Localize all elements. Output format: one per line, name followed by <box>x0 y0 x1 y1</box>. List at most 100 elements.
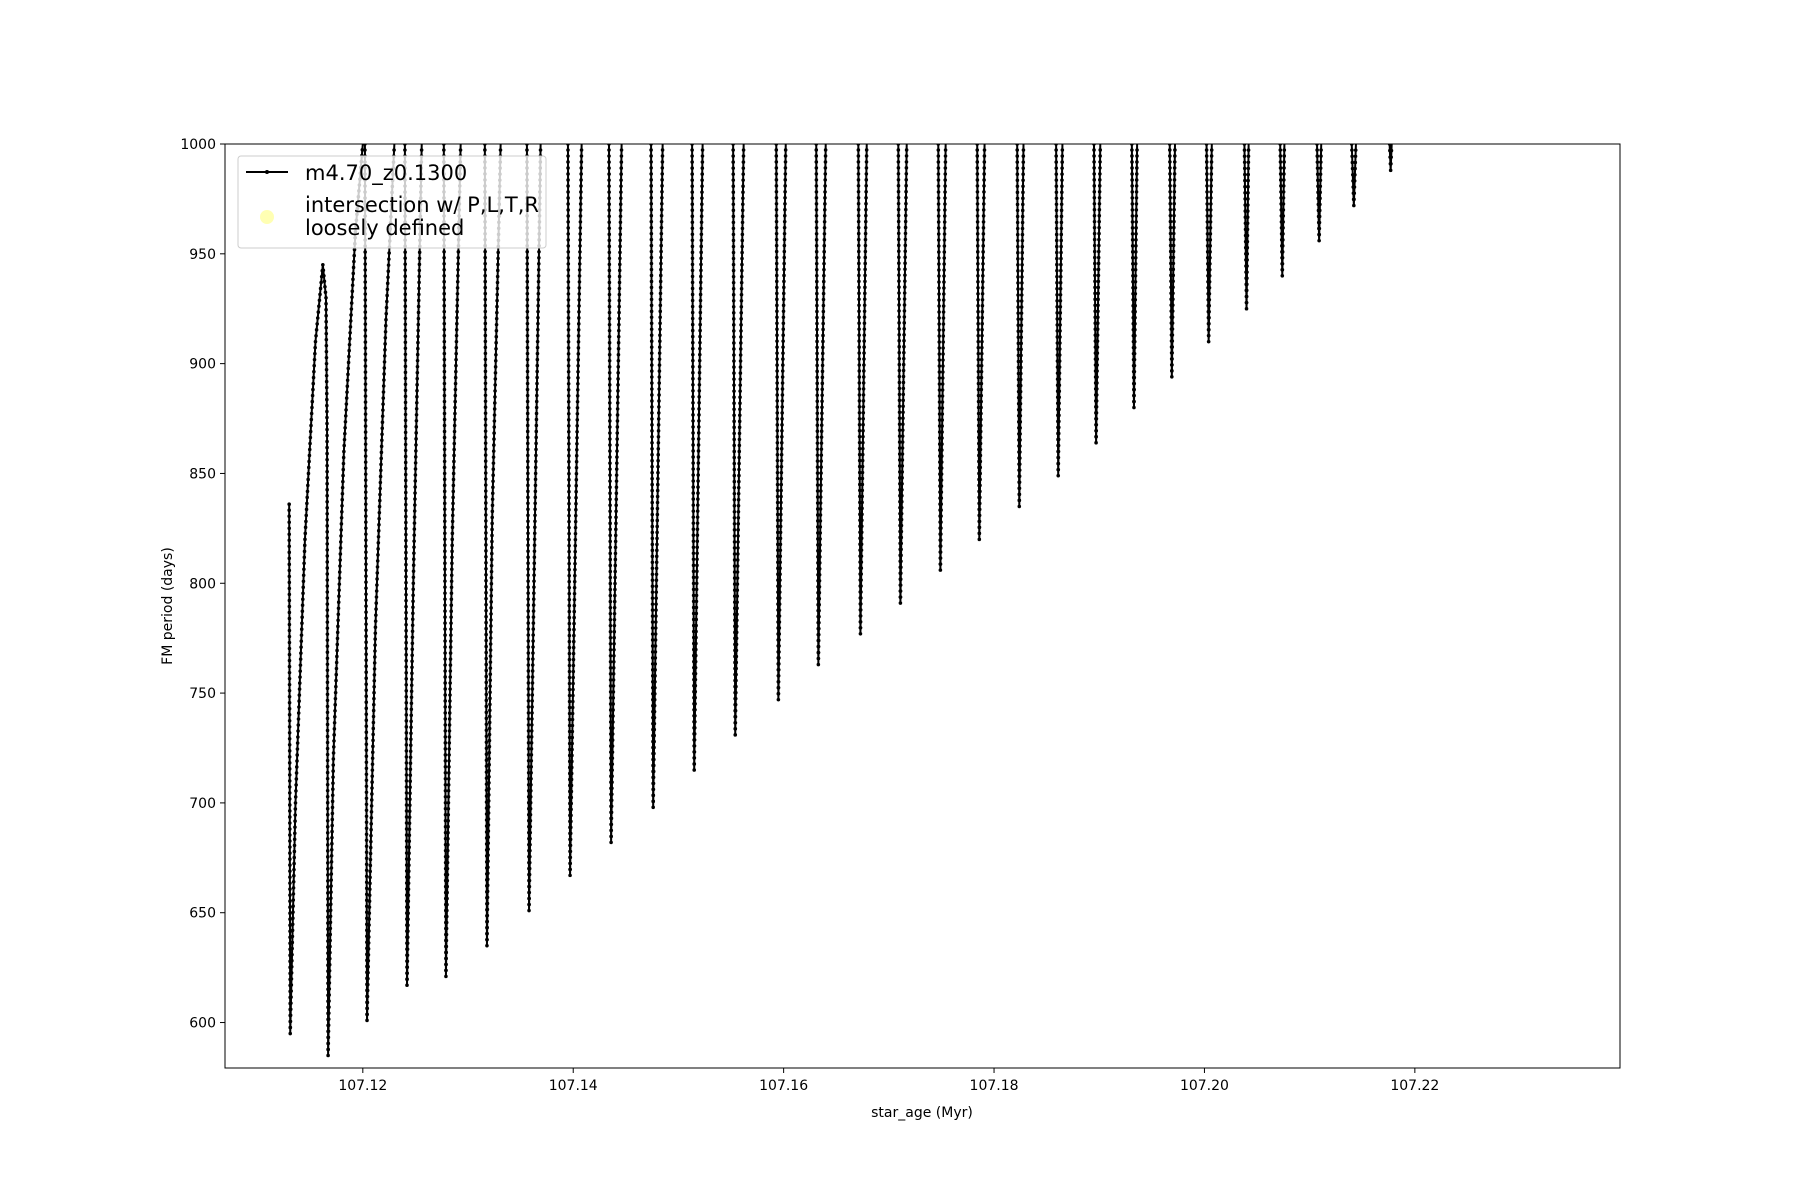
data-point <box>937 424 942 428</box>
data-point <box>698 346 702 351</box>
data-point <box>740 226 745 231</box>
data-point <box>364 742 369 747</box>
data-point <box>1018 444 1022 448</box>
data-point <box>975 202 980 206</box>
data-point <box>493 395 497 399</box>
data-point <box>407 827 412 832</box>
data-point <box>904 195 908 200</box>
data-point <box>410 629 415 634</box>
data-point <box>609 834 613 839</box>
data-point <box>653 680 657 684</box>
data-point <box>405 947 410 952</box>
data-point <box>373 649 377 653</box>
data-point <box>731 172 736 176</box>
data-point <box>405 959 410 964</box>
data-point <box>363 478 368 482</box>
data-point <box>614 521 618 526</box>
data-point <box>1205 172 1209 176</box>
data-point <box>615 443 619 447</box>
data-point <box>1057 389 1062 394</box>
data-point <box>308 435 313 440</box>
data-point <box>1171 255 1176 260</box>
data-point <box>981 273 985 278</box>
data-point <box>979 411 983 416</box>
data-point <box>981 262 985 266</box>
data-point <box>570 711 575 716</box>
data-point <box>1319 154 1323 158</box>
data-point <box>650 554 655 559</box>
data-point <box>574 489 578 494</box>
data-point <box>566 196 570 200</box>
data-point <box>656 452 661 457</box>
data-point <box>483 255 487 260</box>
data-point <box>531 597 536 601</box>
data-point <box>445 884 450 889</box>
data-point <box>527 866 532 871</box>
data-point <box>309 423 313 428</box>
data-point <box>526 705 531 709</box>
data-point <box>486 871 490 876</box>
data-point <box>658 327 662 332</box>
data-point <box>820 405 824 410</box>
data-point <box>654 596 658 600</box>
data-point <box>568 867 572 872</box>
data-point <box>1281 232 1285 236</box>
data-point <box>896 183 901 188</box>
data-point <box>566 166 570 170</box>
data-point <box>376 534 381 539</box>
data-point <box>566 184 570 188</box>
data-point <box>567 453 571 458</box>
data-point <box>483 465 488 469</box>
data-point <box>1016 299 1020 303</box>
data-point <box>698 316 703 321</box>
data-point <box>611 714 615 718</box>
data-point <box>364 886 369 891</box>
data-point <box>403 334 408 339</box>
data-point <box>901 386 906 391</box>
data-point <box>775 387 779 391</box>
data-point <box>940 430 944 434</box>
data-point <box>485 931 489 936</box>
data-point <box>1245 221 1250 226</box>
data-point <box>902 315 907 319</box>
data-point <box>815 417 820 422</box>
data-point <box>484 537 488 541</box>
data-point <box>486 817 491 821</box>
data-point <box>977 513 982 518</box>
data-point <box>529 735 534 739</box>
data-point <box>571 669 576 674</box>
data-point <box>618 250 622 255</box>
data-point <box>979 417 983 422</box>
data-point <box>1092 255 1097 260</box>
data-point <box>979 399 983 404</box>
data-point <box>417 268 422 273</box>
data-point <box>530 669 535 673</box>
data-point <box>774 201 779 206</box>
data-point <box>607 316 612 321</box>
data-point <box>1054 148 1058 152</box>
data-point <box>1015 190 1020 195</box>
data-point <box>615 425 620 429</box>
data-point <box>660 195 664 200</box>
data-point <box>734 630 739 635</box>
data-point <box>407 845 411 850</box>
data-point <box>815 357 819 362</box>
data-point <box>693 653 698 658</box>
data-point <box>1133 256 1138 260</box>
data-point <box>315 316 320 320</box>
data-point <box>1015 166 1020 170</box>
legend-label-intersection-line2: loosely defined <box>305 216 464 240</box>
data-point <box>525 291 530 296</box>
data-point <box>691 611 696 616</box>
data-point <box>899 529 904 534</box>
data-point <box>493 371 498 375</box>
data-point <box>976 256 980 260</box>
data-point <box>659 255 663 260</box>
data-point <box>445 890 449 895</box>
data-point <box>339 516 344 520</box>
data-point <box>566 154 570 158</box>
data-point <box>403 268 408 272</box>
data-point <box>526 693 531 697</box>
data-point <box>699 238 704 243</box>
data-point <box>1168 231 1173 236</box>
